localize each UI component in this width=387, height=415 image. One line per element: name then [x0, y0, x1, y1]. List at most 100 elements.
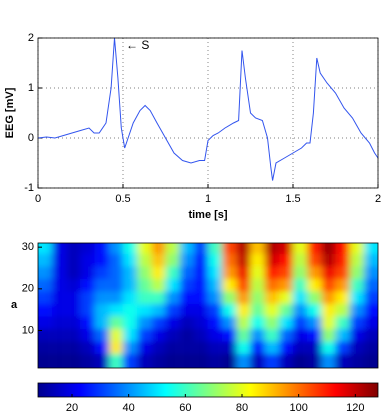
heatmap-cell [279, 278, 294, 292]
heatmap-cell [292, 328, 308, 342]
heatmap-cell [250, 290, 265, 304]
heatmap-cell [151, 243, 167, 254]
heatmap-cell [207, 290, 223, 304]
heatmap-cell [207, 278, 223, 292]
heatmap-cell [207, 303, 223, 317]
heatmap-cell [122, 303, 138, 317]
colorbar-tick-label: 100 [289, 402, 307, 414]
heatmap-cell [165, 353, 180, 368]
heatmap-cell [151, 303, 167, 317]
heatmap-cell [80, 328, 95, 342]
heatmap-cell [137, 265, 152, 279]
heatmap-cell [179, 290, 195, 304]
heatmap-cell [321, 253, 337, 267]
heatmap-cell [194, 303, 209, 317]
heatmap-cell [179, 340, 195, 354]
heatmap-cell [38, 303, 53, 317]
heatmap-cell [236, 278, 252, 292]
heatmap-cell [364, 303, 378, 317]
heatmap-cell [292, 340, 308, 354]
heatmap-cell [137, 353, 152, 368]
heatmap-cell [236, 353, 252, 368]
heatmap-cell [52, 303, 67, 317]
heatmap-cell [165, 328, 180, 342]
heatmap-cell [151, 278, 167, 292]
heatmap-cell [179, 328, 195, 342]
heatmap-cell [321, 303, 337, 317]
heatmap-cell [165, 290, 180, 304]
heatmap-cell [137, 243, 152, 254]
heatmap-cell [349, 265, 365, 279]
heatmap-cell [292, 265, 308, 279]
heatmap-cell [94, 340, 110, 354]
heatmap-cell [207, 315, 223, 329]
heatmap-cell [321, 353, 337, 368]
heatmap-cell [122, 290, 138, 304]
heatmap-cell [194, 243, 209, 254]
heatmap-cell [292, 315, 308, 329]
heatmap-cell [292, 253, 308, 267]
heatmap-cell [250, 278, 265, 292]
heatmap-cell [38, 290, 53, 304]
y-tick-label: 2 [28, 32, 34, 44]
heatmap-cell [165, 253, 180, 267]
heatmap-cell [109, 290, 124, 304]
heatmap-cell [94, 253, 110, 267]
heatmap-cell [80, 353, 95, 368]
heatmap-cell [364, 340, 378, 354]
heatmap-cell [364, 265, 378, 279]
heatmap-cell [222, 340, 237, 354]
heatmap-cell [122, 265, 138, 279]
colorbar-tick-label: 120 [346, 402, 364, 414]
heatmap-cell [335, 303, 350, 317]
heatmap-cell [321, 290, 337, 304]
heatmap-cell [364, 353, 378, 368]
heatmap-cell [349, 278, 365, 292]
heatmap-cell [222, 315, 237, 329]
heatmap-cell [109, 303, 124, 317]
heatmap-cell [349, 243, 365, 254]
heatmap-cell [94, 290, 110, 304]
heatmap-cell [292, 353, 308, 368]
heatmap-cell [151, 265, 167, 279]
heatmap-cell [194, 353, 209, 368]
heatmap-cell [66, 243, 82, 254]
heatmap-cell [292, 303, 308, 317]
heatmap-cell [66, 278, 82, 292]
heatmap-cell [109, 328, 124, 342]
heatmap-cell [349, 253, 365, 267]
heatmap-cell [279, 243, 294, 254]
heatmap-cell [264, 243, 280, 254]
heatmap-cell [194, 328, 209, 342]
heatmap-cell [207, 243, 223, 254]
heatmap-cell [335, 290, 350, 304]
heatmap-cell [80, 315, 95, 329]
heatmap-cell [292, 290, 308, 304]
heatmap-cell [137, 315, 152, 329]
heatmap-cell [165, 340, 180, 354]
heatmap-cell [109, 253, 124, 267]
heatmap-cell [307, 278, 322, 292]
heatmap-cell [94, 265, 110, 279]
heatmap-cell [335, 278, 350, 292]
heatmap-cell [236, 290, 252, 304]
heatmap-cell [94, 315, 110, 329]
heatmap-cell [250, 253, 265, 267]
heatmap-cell [321, 243, 337, 254]
heatmap-cell [222, 353, 237, 368]
heatmap-cell [179, 265, 195, 279]
heatmap-cell [94, 303, 110, 317]
heatmap-cell [264, 265, 280, 279]
heatmap-cell [207, 353, 223, 368]
heatmap-cell [109, 353, 124, 368]
heatmap-cell [151, 328, 167, 342]
heatmap-cell [194, 265, 209, 279]
heatmap-cell [222, 265, 237, 279]
heatmap-cell [236, 315, 252, 329]
heatmap-cell [264, 303, 280, 317]
heatmap-cell [321, 340, 337, 354]
heatmap-cell [292, 243, 308, 254]
heatmap-cell [66, 303, 82, 317]
heatmap-cell [66, 265, 82, 279]
heatmap-cell [179, 253, 195, 267]
